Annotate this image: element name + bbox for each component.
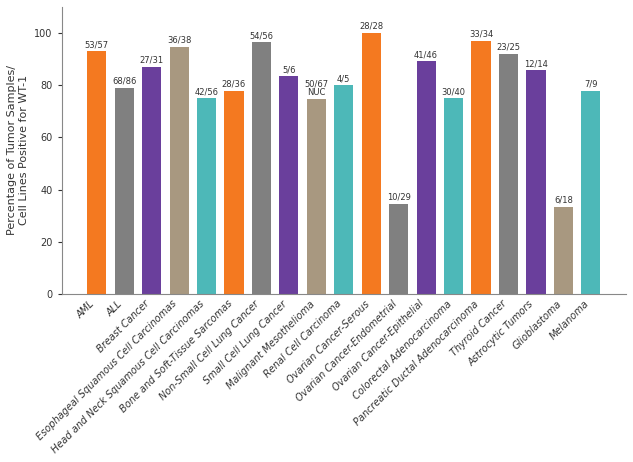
Bar <box>389 204 408 294</box>
Text: 12/14: 12/14 <box>524 59 548 68</box>
Bar <box>499 54 518 294</box>
Text: 28/36: 28/36 <box>222 80 246 89</box>
Bar <box>444 98 463 294</box>
Bar <box>526 70 546 294</box>
Bar <box>554 207 573 294</box>
Bar <box>252 43 271 294</box>
Bar <box>197 98 216 294</box>
Bar <box>417 61 436 294</box>
Bar <box>279 77 299 294</box>
Text: 6/18: 6/18 <box>554 196 573 205</box>
Text: 4/5: 4/5 <box>337 74 351 83</box>
Bar <box>87 51 106 294</box>
Text: 28/28: 28/28 <box>359 22 384 31</box>
Text: 23/25: 23/25 <box>496 43 520 52</box>
Text: 7/9: 7/9 <box>584 80 598 89</box>
Bar <box>142 67 161 294</box>
Bar <box>307 99 326 294</box>
Text: 41/46: 41/46 <box>414 50 438 59</box>
Bar <box>115 88 134 294</box>
Text: 33/34: 33/34 <box>469 30 493 39</box>
Text: 36/38: 36/38 <box>167 36 191 45</box>
Text: 68/86: 68/86 <box>112 77 136 85</box>
Bar <box>224 91 244 294</box>
Bar <box>581 91 600 294</box>
Bar <box>472 41 491 294</box>
Bar <box>170 47 189 294</box>
Text: 5/6: 5/6 <box>282 66 296 74</box>
Text: 54/56: 54/56 <box>249 31 273 40</box>
Bar <box>334 85 353 294</box>
Text: 30/40: 30/40 <box>442 87 465 96</box>
Text: 53/57: 53/57 <box>85 40 109 49</box>
Text: 27/31: 27/31 <box>140 55 164 65</box>
Bar <box>361 33 381 294</box>
Y-axis label: Percentage of Tumor Samples/
Cell Lines Positive for WT-1: Percentage of Tumor Samples/ Cell Lines … <box>7 66 28 236</box>
Text: 42/56: 42/56 <box>194 87 218 96</box>
Text: 10/29: 10/29 <box>387 193 411 202</box>
Text: 50/67
NUC: 50/67 NUC <box>304 79 329 97</box>
